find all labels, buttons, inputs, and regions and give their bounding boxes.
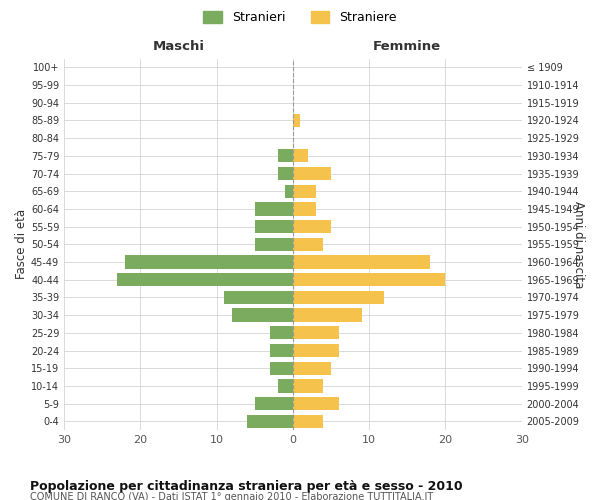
Bar: [247, 414, 293, 428]
Y-axis label: Fasce di età: Fasce di età: [15, 210, 28, 280]
Bar: [293, 238, 323, 251]
Bar: [255, 238, 293, 251]
Bar: [293, 397, 338, 410]
Text: Femmine: Femmine: [373, 40, 442, 53]
Text: Maschi: Maschi: [152, 40, 205, 53]
Bar: [293, 220, 331, 234]
Bar: [278, 380, 293, 392]
Bar: [293, 273, 445, 286]
Bar: [293, 149, 308, 162]
Bar: [293, 202, 316, 215]
Bar: [293, 167, 331, 180]
Bar: [293, 308, 362, 322]
Bar: [270, 344, 293, 357]
Bar: [293, 326, 338, 340]
Bar: [293, 184, 316, 198]
Bar: [293, 414, 323, 428]
Bar: [255, 397, 293, 410]
Bar: [125, 256, 293, 268]
Bar: [232, 308, 293, 322]
Bar: [118, 273, 293, 286]
Y-axis label: Anni di nascita: Anni di nascita: [572, 200, 585, 288]
Bar: [293, 291, 385, 304]
Text: Popolazione per cittadinanza straniera per età e sesso - 2010: Popolazione per cittadinanza straniera p…: [30, 480, 463, 493]
Bar: [224, 291, 293, 304]
Bar: [293, 256, 430, 268]
Bar: [293, 362, 331, 375]
Bar: [255, 220, 293, 234]
Bar: [293, 344, 338, 357]
Bar: [278, 167, 293, 180]
Legend: Stranieri, Straniere: Stranieri, Straniere: [198, 6, 402, 29]
Text: COMUNE DI RANCO (VA) - Dati ISTAT 1° gennaio 2010 - Elaborazione TUTTITALIA.IT: COMUNE DI RANCO (VA) - Dati ISTAT 1° gen…: [30, 492, 433, 500]
Bar: [285, 184, 293, 198]
Bar: [270, 326, 293, 340]
Bar: [270, 362, 293, 375]
Bar: [255, 202, 293, 215]
Bar: [293, 380, 323, 392]
Bar: [293, 114, 301, 127]
Bar: [278, 149, 293, 162]
